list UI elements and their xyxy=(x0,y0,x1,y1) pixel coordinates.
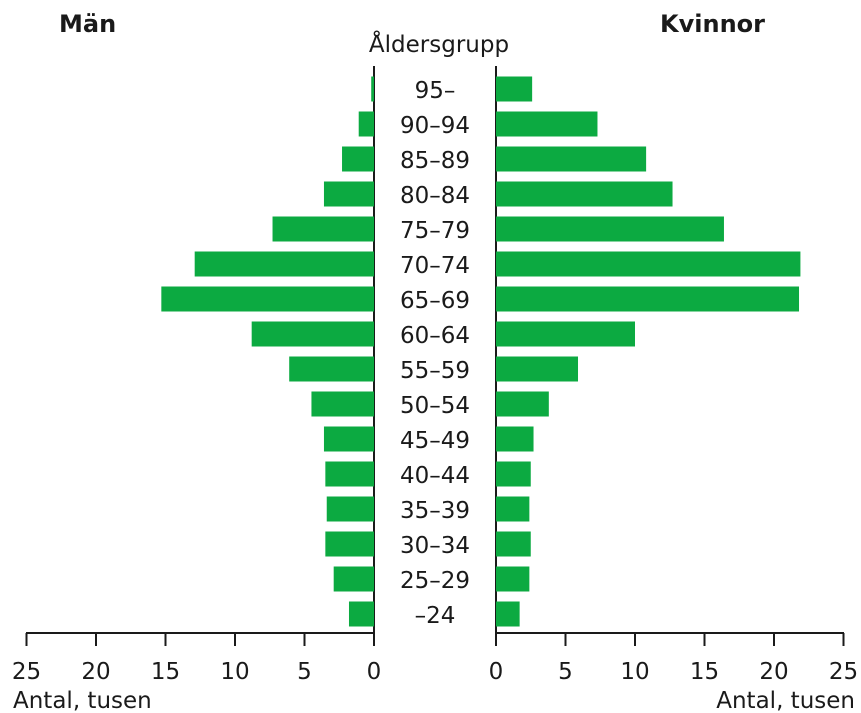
bar-female xyxy=(496,566,530,592)
age-group-label: 25–29 xyxy=(400,568,470,594)
bar-male xyxy=(323,181,374,207)
bar-female xyxy=(496,356,579,382)
right-panel-title: Kvinnor xyxy=(660,10,765,38)
male-bars xyxy=(161,76,374,627)
x-tick-label: 0 xyxy=(489,659,504,685)
bar-female xyxy=(496,531,531,557)
x-tick-label: 5 xyxy=(297,659,312,685)
bar-male xyxy=(325,531,374,557)
bar-male xyxy=(251,321,374,347)
bar-male xyxy=(289,356,374,382)
bar-female xyxy=(496,76,533,102)
age-group-label: 45–49 xyxy=(400,428,470,454)
bar-female xyxy=(496,461,531,487)
age-group-label: 55–59 xyxy=(400,358,470,384)
bar-male xyxy=(326,496,374,522)
bar-female xyxy=(496,391,549,417)
age-group-label: 30–34 xyxy=(400,533,470,559)
bar-female xyxy=(496,286,800,312)
bar-male xyxy=(194,251,374,277)
bar-female xyxy=(496,111,598,137)
x-tick-label: 15 xyxy=(690,659,719,685)
age-group-label: 50–54 xyxy=(400,393,470,419)
bar-male xyxy=(272,216,374,242)
x-tick-label: 10 xyxy=(220,659,249,685)
right-x-axis-title: Antal, tusen xyxy=(716,688,855,713)
x-tick-label: 25 xyxy=(12,659,41,685)
x-tick-label: 5 xyxy=(558,659,573,685)
bar-male xyxy=(323,426,374,452)
bar-female xyxy=(496,251,801,277)
right-x-ticks: 0 5 10 15 20 25 xyxy=(489,633,858,685)
x-tick-label: 25 xyxy=(829,659,858,685)
age-group-label: 85–89 xyxy=(400,148,470,174)
bar-male xyxy=(342,146,374,172)
age-group-label: 65–69 xyxy=(400,288,470,314)
x-tick-label: 0 xyxy=(367,659,382,685)
age-group-label: 95– xyxy=(415,78,456,104)
bar-male xyxy=(325,461,374,487)
bar-female xyxy=(496,146,647,172)
bar-male xyxy=(371,76,374,102)
bar-female xyxy=(496,321,635,347)
x-tick-label: 20 xyxy=(81,659,110,685)
bar-female xyxy=(496,601,520,627)
bar-female xyxy=(496,181,673,207)
bar-male xyxy=(311,391,374,417)
age-group-label: 40–44 xyxy=(400,463,470,489)
bar-male xyxy=(348,601,374,627)
x-tick-label: 15 xyxy=(151,659,180,685)
bar-male xyxy=(161,286,374,312)
bar-male xyxy=(358,111,374,137)
age-group-label: 60–64 xyxy=(400,323,470,349)
age-group-label: 90–94 xyxy=(400,113,470,139)
age-group-labels: 95– 90–94 85–89 80–84 75–79 70–74 65–69 60–64 55… xyxy=(400,78,470,629)
bar-male xyxy=(333,566,374,592)
age-group-label: 75–79 xyxy=(400,218,470,244)
left-panel-title: Män xyxy=(59,10,116,38)
age-group-label: 80–84 xyxy=(400,183,470,209)
female-bars xyxy=(496,76,801,627)
bar-female xyxy=(496,496,530,522)
x-tick-label: 20 xyxy=(759,659,788,685)
left-x-ticks: 0 5 10 15 20 25 xyxy=(12,633,381,685)
bar-female xyxy=(496,426,534,452)
left-x-axis-title: Antal, tusen xyxy=(13,688,152,713)
x-tick-label: 10 xyxy=(620,659,649,685)
center-axis-label: Åldersgrupp xyxy=(369,30,509,58)
age-group-label: –24 xyxy=(415,603,456,629)
age-group-label: 70–74 xyxy=(400,253,470,279)
age-group-label: 35–39 xyxy=(400,498,470,524)
bar-female xyxy=(496,216,724,242)
